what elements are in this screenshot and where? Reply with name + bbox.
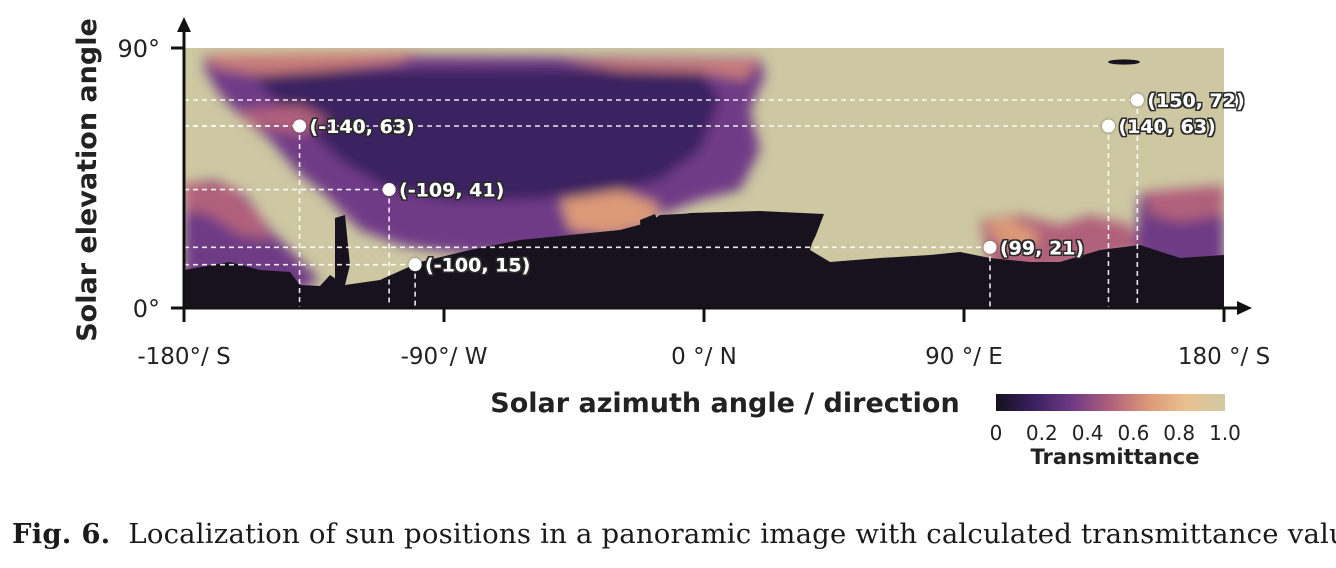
x-axis-title: Solar azimuth angle / direction <box>490 388 959 419</box>
colorbar: 0 0.2 0.4 0.6 0.8 1.0 Transmittance <box>990 394 1241 469</box>
colorbar-tick-label: 0.4 <box>1072 421 1104 445</box>
colorbar-tick-label: 0.2 <box>1026 421 1058 445</box>
colorbar-gradient <box>996 394 1225 411</box>
y-tick-label: 90° <box>117 35 160 63</box>
tick-marks: -180°/ S -90°/ W 0 °/ N 90 °/ E 180 °/ S 0° 90… <box>117 35 1270 370</box>
sun-marker-icon <box>293 119 307 133</box>
heatmap-chart: -180°/ S -90°/ W 0 °/ N 90 °/ E 180 °/ S 0° 90… <box>72 17 1270 469</box>
y-axis-title: Solar elevation angle <box>72 18 103 342</box>
x-axis-arrow-icon <box>1237 301 1252 315</box>
canopy-region <box>184 52 1224 290</box>
colorbar-title: Transmittance <box>1031 445 1200 469</box>
sun-marker-icon <box>1130 93 1144 107</box>
guide-lines <box>184 99 1139 308</box>
obstacle-region <box>184 59 1224 308</box>
x-tick-label: 0 °/ N <box>671 344 737 370</box>
sun-position-label: (-109, 41) <box>399 180 504 202</box>
sun-position-label: (-100, 15) <box>425 255 530 277</box>
sun-position-label: (99, 21) <box>1000 237 1084 259</box>
sun-position-label: (-140, 63) <box>310 116 415 138</box>
sun-positions: (-140, 63) (-109, 41) (-100, 15) (99, 21) (1… <box>293 90 1245 277</box>
colorbar-ticks: 0 0.2 0.4 0.6 0.8 1.0 <box>990 421 1241 445</box>
colorbar-tick-label: 0.8 <box>1163 421 1195 445</box>
sun-position-label: (150, 72) <box>1147 90 1244 112</box>
figure-label: Fig. 6. <box>12 518 111 550</box>
transmittance-heatmap <box>184 48 1224 308</box>
sun-marker-icon <box>408 258 422 272</box>
colorbar-tick-label: 1.0 <box>1209 421 1241 445</box>
x-tick-label: -180°/ S <box>137 344 230 370</box>
sun-marker-icon <box>382 183 396 197</box>
sun-position-label: (140, 63) <box>1118 116 1215 138</box>
axes <box>177 17 1252 315</box>
sun-marker-icon <box>1101 119 1115 133</box>
x-tick-label: 90 °/ E <box>925 344 1003 370</box>
x-tick-label: 180 °/ S <box>1178 344 1270 370</box>
figure-caption: Fig. 6. Localization of sun positions in… <box>12 518 1336 550</box>
colorbar-tick-label: 0 <box>990 421 1003 445</box>
y-tick-label: 0° <box>133 295 160 323</box>
colorbar-tick-label: 0.6 <box>1117 421 1149 445</box>
x-tick-label: -90°/ W <box>401 344 488 370</box>
y-axis-arrow-icon <box>177 17 191 32</box>
figure-caption-text: Localization of sun positions in a panor… <box>128 518 1336 550</box>
sun-marker-icon <box>983 240 997 254</box>
